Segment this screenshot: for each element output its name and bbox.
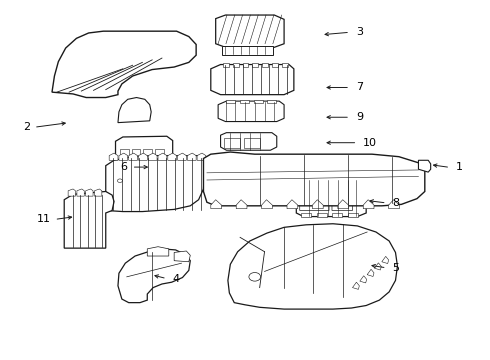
- Polygon shape: [203, 152, 425, 206]
- Polygon shape: [301, 213, 311, 217]
- Polygon shape: [147, 247, 169, 256]
- Polygon shape: [119, 153, 128, 160]
- Text: 4: 4: [172, 274, 180, 284]
- Polygon shape: [317, 213, 327, 217]
- Polygon shape: [332, 213, 342, 217]
- Polygon shape: [226, 100, 235, 103]
- Polygon shape: [52, 31, 196, 98]
- Text: 6: 6: [121, 162, 128, 172]
- Polygon shape: [352, 282, 359, 289]
- Polygon shape: [155, 171, 164, 179]
- Polygon shape: [240, 100, 249, 103]
- Polygon shape: [300, 180, 329, 192]
- Polygon shape: [95, 189, 102, 196]
- Text: 9: 9: [356, 112, 363, 122]
- Polygon shape: [144, 171, 152, 179]
- Polygon shape: [144, 160, 152, 168]
- Polygon shape: [296, 176, 366, 217]
- Polygon shape: [418, 160, 431, 172]
- Polygon shape: [268, 100, 276, 103]
- Text: 7: 7: [356, 82, 363, 93]
- Polygon shape: [389, 200, 399, 209]
- Polygon shape: [86, 189, 93, 196]
- Polygon shape: [252, 63, 258, 67]
- Polygon shape: [132, 149, 141, 157]
- Polygon shape: [168, 153, 176, 160]
- Polygon shape: [244, 138, 260, 148]
- Polygon shape: [132, 160, 141, 168]
- Polygon shape: [348, 213, 358, 217]
- Polygon shape: [224, 138, 240, 148]
- Polygon shape: [287, 200, 298, 209]
- Polygon shape: [129, 153, 138, 160]
- Polygon shape: [118, 249, 190, 303]
- Polygon shape: [177, 153, 186, 160]
- Polygon shape: [68, 189, 75, 196]
- Polygon shape: [211, 64, 294, 95]
- Polygon shape: [233, 63, 239, 67]
- Polygon shape: [262, 200, 272, 209]
- Polygon shape: [64, 192, 114, 248]
- Polygon shape: [132, 171, 141, 179]
- Polygon shape: [77, 189, 84, 196]
- Polygon shape: [367, 269, 374, 276]
- Polygon shape: [155, 149, 164, 157]
- Polygon shape: [254, 100, 263, 103]
- Polygon shape: [363, 200, 374, 209]
- Polygon shape: [228, 224, 397, 309]
- Text: 11: 11: [37, 215, 50, 224]
- Polygon shape: [243, 63, 248, 67]
- Polygon shape: [106, 156, 205, 212]
- Polygon shape: [221, 45, 273, 55]
- Polygon shape: [139, 153, 147, 160]
- Polygon shape: [223, 63, 229, 67]
- Polygon shape: [187, 153, 196, 160]
- Polygon shape: [158, 153, 167, 160]
- Polygon shape: [332, 192, 352, 211]
- Polygon shape: [174, 251, 190, 262]
- Text: 3: 3: [356, 27, 363, 37]
- Polygon shape: [382, 256, 389, 264]
- Polygon shape: [300, 192, 329, 211]
- Polygon shape: [374, 263, 381, 270]
- Polygon shape: [144, 149, 152, 157]
- Polygon shape: [360, 276, 367, 283]
- Polygon shape: [120, 160, 129, 168]
- Polygon shape: [118, 98, 151, 123]
- Polygon shape: [197, 153, 206, 160]
- Polygon shape: [120, 171, 129, 179]
- Polygon shape: [148, 153, 157, 160]
- Polygon shape: [120, 149, 129, 157]
- Polygon shape: [236, 200, 247, 209]
- Polygon shape: [313, 200, 323, 209]
- Text: 10: 10: [363, 138, 377, 148]
- Polygon shape: [218, 101, 284, 122]
- Text: 8: 8: [392, 198, 400, 208]
- Polygon shape: [116, 136, 172, 184]
- Text: 5: 5: [392, 263, 399, 273]
- Polygon shape: [282, 63, 288, 67]
- Polygon shape: [155, 160, 164, 168]
- Polygon shape: [216, 15, 284, 47]
- Polygon shape: [272, 63, 278, 67]
- Text: 1: 1: [456, 162, 463, 172]
- Text: 2: 2: [23, 122, 30, 132]
- Polygon shape: [109, 153, 118, 160]
- Polygon shape: [262, 63, 268, 67]
- Polygon shape: [220, 133, 277, 150]
- Polygon shape: [211, 200, 221, 209]
- Polygon shape: [338, 200, 348, 209]
